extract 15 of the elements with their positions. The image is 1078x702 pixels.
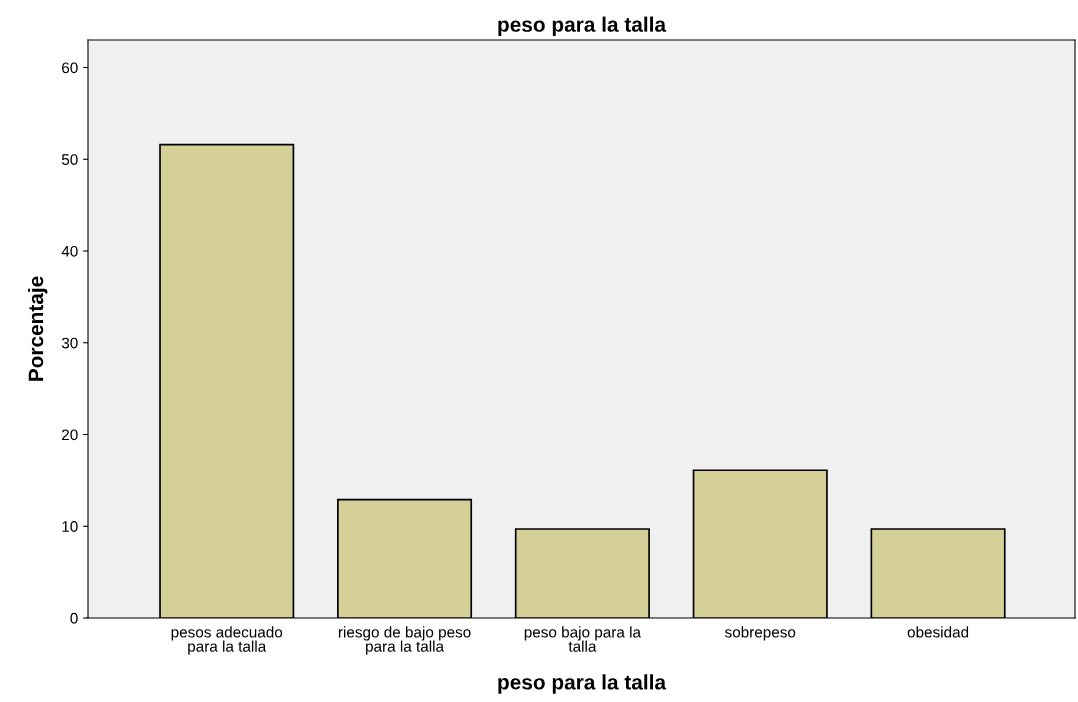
x-tick-label: peso bajo para la talla xyxy=(524,626,641,652)
y-tick-label: 50 xyxy=(61,154,78,165)
x-tick-label: pesos adecuado para la talla xyxy=(171,626,283,655)
x-tick-label: riesgo de bajo peso para la talla xyxy=(338,626,471,655)
x-tick-label: obesidad xyxy=(907,626,969,638)
x-tick-label: sobrepeso xyxy=(724,626,796,641)
y-tick-label: 30 xyxy=(61,337,78,349)
y-axis-title: Porcentaje xyxy=(27,276,48,381)
x-axis-title: peso para la talla xyxy=(498,674,667,694)
y-tick-label: 60 xyxy=(62,62,78,74)
y-tick-label: 20 xyxy=(62,429,78,441)
chart-title: peso para la talla xyxy=(498,16,667,36)
y-tick-label: 40 xyxy=(61,245,78,257)
y-tick-label: 10 xyxy=(62,521,78,532)
y-tick-label: 0 xyxy=(70,612,78,624)
